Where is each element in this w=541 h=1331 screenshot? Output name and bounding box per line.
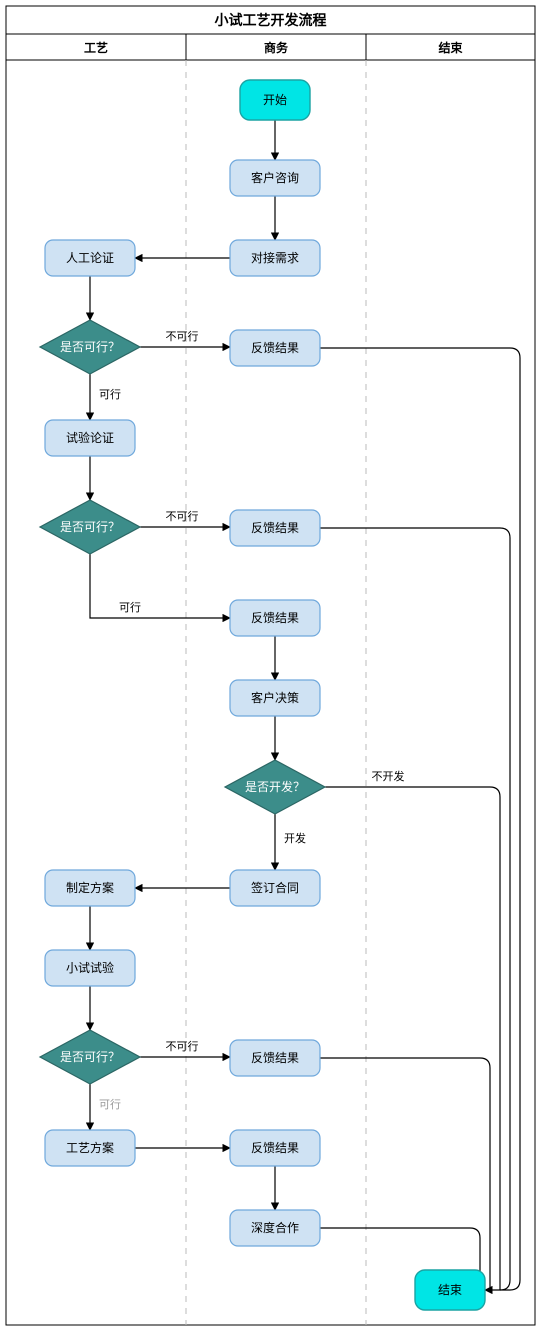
edge-label-e12: 开发 (284, 831, 306, 845)
flowchart-canvas: 小试工艺开发流程工艺商务结束不可行可行不可行可行开发不可行可行不开发开始客户咨询… (0, 0, 541, 1331)
node-label-n10: 制定方案 (66, 880, 114, 895)
node-label-n13: 工艺方案 (66, 1140, 114, 1155)
node-label-n2: 对接需求 (251, 250, 299, 265)
node-label-d3: 是否开发？ (245, 779, 305, 794)
node-label-n7: 反馈结果 (251, 611, 299, 625)
node-label-d4: 是否可行？ (60, 1050, 120, 1064)
node-label-d1: 是否可行？ (60, 340, 120, 354)
swimlane-frame (6, 6, 535, 1325)
edge-label-m3: 不开发 (372, 769, 405, 783)
lane-header-lane1: 工艺 (84, 40, 108, 55)
lane-header-lane2: 商务 (264, 40, 289, 55)
node-label-n8: 客户决策 (251, 690, 299, 705)
node-label-n6: 反馈结果 (251, 521, 299, 535)
node-label-start: 开始 (263, 93, 287, 107)
edge-label-e5: 不可行 (166, 330, 199, 343)
diagram-title: 小试工艺开发流程 (215, 12, 327, 28)
node-label-n4: 反馈结果 (251, 341, 299, 355)
edge-label-e8: 不可行 (166, 510, 199, 523)
node-label-end: 结束 (438, 1283, 462, 1297)
edge-label-e6: 可行 (99, 388, 121, 401)
node-label-d2: 是否可行？ (60, 520, 120, 534)
node-label-n15: 深度合作 (251, 1220, 299, 1235)
edge-label-e16: 不可行 (166, 1040, 199, 1053)
node-label-n1: 客户咨询 (251, 170, 299, 185)
node-label-n9: 签订合同 (251, 880, 299, 895)
edge-label-e9: 可行 (119, 601, 141, 614)
node-label-n12: 反馈结果 (251, 1051, 299, 1065)
node-label-n14: 反馈结果 (251, 1141, 299, 1155)
node-label-n3: 人工论证 (66, 251, 114, 265)
node-label-n5: 试验论证 (66, 430, 114, 445)
node-label-n11: 小试试验 (66, 960, 114, 975)
lane-header-lane3: 结束 (438, 40, 463, 55)
edge-label-e17: 可行 (99, 1098, 121, 1111)
